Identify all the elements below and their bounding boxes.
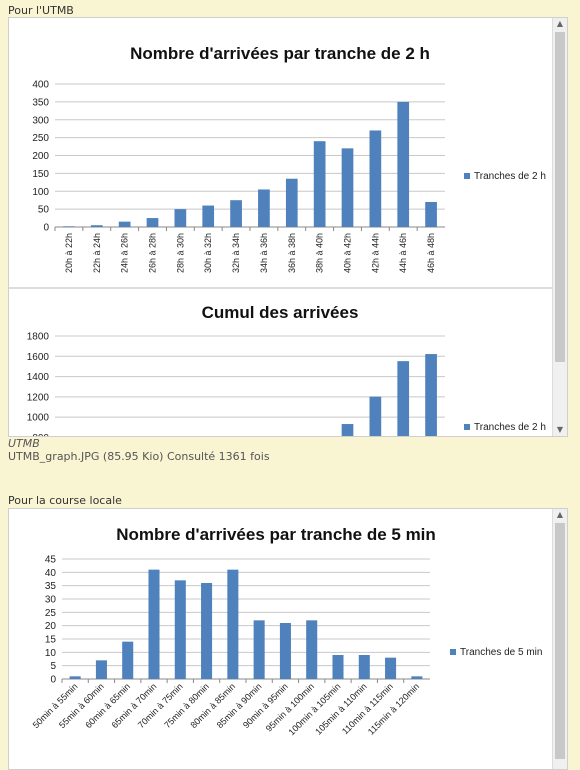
x-tick-label: 28h à 30h — [175, 233, 185, 273]
bar — [411, 676, 423, 679]
bar — [148, 569, 160, 679]
bar — [201, 583, 213, 679]
bar — [425, 201, 437, 227]
y-tick-label: 1200 — [27, 392, 50, 403]
bar — [69, 676, 81, 679]
bar — [358, 655, 370, 679]
y-tick-label: 400 — [32, 80, 49, 91]
scrollbar-thumb[interactable] — [555, 523, 565, 759]
y-tick-label: 1600 — [27, 352, 50, 363]
chart-5min: Nombre d'arrivées par tranche de 5 min05… — [31, 525, 543, 737]
y-tick-label: 350 — [32, 97, 49, 108]
legend-swatch — [464, 424, 470, 430]
y-tick-label: 35 — [45, 581, 57, 592]
x-tick-label: 46h à 48h — [426, 233, 436, 273]
y-tick-label: 0 — [43, 223, 49, 234]
legend-label: Tranches de 5 min — [460, 647, 542, 658]
y-tick-label: 20 — [45, 621, 57, 632]
y-tick-label: 15 — [45, 635, 57, 646]
bar — [118, 221, 131, 227]
y-tick-label: 100 — [32, 187, 49, 198]
x-tick-label: 26h à 28h — [148, 233, 158, 273]
bar — [122, 641, 134, 679]
section-label-utmb: Pour l'UTMB — [8, 4, 74, 17]
bar — [90, 225, 103, 227]
local-scrollbar[interactable]: ▲ — [552, 509, 567, 769]
bar — [385, 657, 397, 679]
utmb-image-panel[interactable]: Nombre d'arrivées par tranche de 2 h 0 50 1… — [8, 17, 568, 437]
y-tick-label: 5 — [50, 661, 56, 672]
bar — [230, 200, 242, 227]
bar — [306, 620, 318, 679]
bar — [332, 655, 344, 679]
chart-2h: Nombre d'arrivées par tranche de 2 h 0 50 1… — [32, 44, 546, 273]
x-tick-label: 32h à 34h — [231, 233, 241, 273]
utmb-scrollbar[interactable]: ▲ ▼ — [552, 18, 567, 436]
y-tick-label: 45 — [45, 555, 57, 566]
chart-title: Nombre d'arrivées par tranche de 2 h — [130, 44, 430, 63]
legend-label: Tranches de 2 h — [474, 171, 546, 182]
y-tick-label: 10 — [45, 648, 57, 659]
y-tick-label: 25 — [45, 608, 57, 619]
chart-title: Nombre d'arrivées par tranche de 5 min — [116, 525, 436, 544]
bar — [369, 396, 382, 436]
x-tick-label: 34h à 36h — [259, 233, 269, 273]
bar — [63, 226, 75, 227]
utmb-chart-frame: Nombre d'arrivées par tranche de 2 h 0 50 1… — [9, 44, 553, 436]
bar — [397, 361, 410, 436]
local-chart-frame: Nombre d'arrivées par tranche de 5 min05… — [31, 525, 543, 737]
bar — [341, 424, 354, 436]
image-caption-info: UTMB_graph.JPG (85.95 Kio) Consulté 1361… — [8, 450, 270, 463]
bar — [285, 178, 298, 227]
y-tick-label: 800 — [32, 433, 49, 436]
x-tick-label: 38h à 40h — [315, 233, 325, 273]
y-tick-label: 50 — [38, 205, 50, 216]
bar — [253, 620, 265, 679]
chart-cumul: Cumul des arrivées4006008001000120014001… — [27, 303, 546, 436]
bar — [146, 218, 159, 227]
local-image-panel[interactable]: Nombre d'arrivées par tranche de 5 min 0 5… — [8, 508, 568, 770]
bar — [202, 205, 215, 227]
x-tick-label: 50min à 55min — [31, 681, 80, 730]
y-tick-label: 200 — [32, 151, 49, 162]
section-label-local: Pour la course locale — [8, 494, 122, 507]
y-tick-label: 1800 — [27, 332, 50, 343]
y-tick-label: 1400 — [27, 372, 50, 383]
bar — [369, 130, 382, 227]
x-tick-label: 44h à 46h — [398, 233, 408, 273]
y-tick-label: 150 — [32, 169, 49, 180]
bar — [95, 660, 107, 679]
y-tick-label: 40 — [45, 568, 57, 579]
x-tick-label: 40h à 42h — [343, 233, 353, 273]
legend-swatch — [464, 173, 470, 179]
x-tick-label: 24h à 26h — [120, 233, 130, 273]
legend-swatch — [450, 649, 456, 655]
scroll-up-arrow-icon[interactable]: ▲ — [556, 510, 564, 519]
bar — [174, 580, 186, 679]
bar — [341, 148, 354, 227]
bar — [313, 141, 326, 227]
bar — [397, 101, 410, 227]
x-tick-label: 30h à 32h — [203, 233, 213, 273]
bar — [425, 354, 437, 436]
bar — [227, 569, 239, 679]
chart-title: Cumul des arrivées — [202, 303, 359, 322]
bar — [279, 623, 291, 679]
x-tick-label: 36h à 38h — [287, 233, 297, 273]
x-tick-label: 42h à 44h — [370, 233, 380, 273]
x-tick-label: 22h à 24h — [92, 233, 102, 273]
bar — [174, 209, 187, 227]
bar — [258, 189, 270, 227]
scrollbar-thumb[interactable] — [555, 32, 565, 362]
y-tick-label: 250 — [32, 133, 49, 144]
x-tick-label: 20h à 22h — [64, 233, 74, 273]
scroll-down-arrow-icon[interactable]: ▼ — [556, 425, 564, 434]
image-caption-title: UTMB — [8, 437, 40, 450]
y-tick-label: 300 — [32, 115, 49, 126]
scroll-up-arrow-icon[interactable]: ▲ — [556, 19, 564, 28]
legend-label: Tranches de 2 h — [474, 422, 546, 433]
y-tick-label: 30 — [45, 595, 57, 606]
y-tick-label: 0 — [50, 675, 56, 686]
y-tick-label: 1000 — [27, 413, 50, 424]
